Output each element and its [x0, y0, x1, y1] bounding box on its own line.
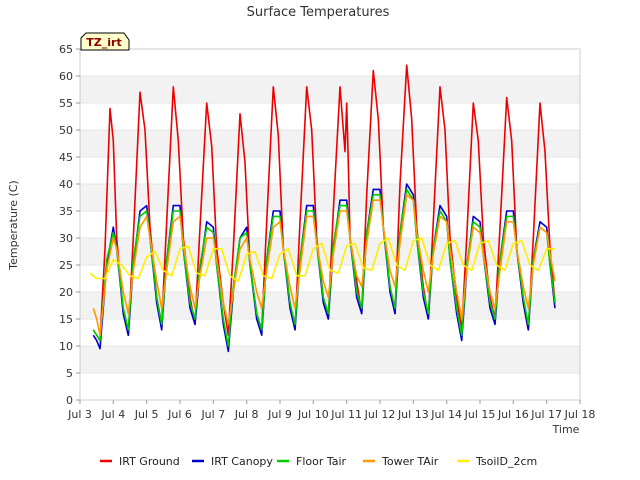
grid-band — [80, 76, 580, 103]
station-tag-box — [80, 32, 130, 51]
y-tick-label: 40 — [59, 178, 73, 191]
x-tick-label: Jul 3 — [67, 408, 92, 421]
y-tick-label: 0 — [66, 394, 73, 407]
legend-label-irt-canopy: IRT Canopy — [211, 455, 273, 468]
legend-label-floor-tair: Floor Tair — [296, 455, 347, 468]
plot-frame — [79, 48, 581, 401]
legend-label-tower-tair: Tower TAir — [381, 455, 439, 468]
x-tick-label: Jul 18 — [564, 408, 596, 421]
grid-band — [80, 319, 580, 346]
grid-band — [80, 373, 580, 400]
x-tick-label: Jul 14 — [430, 408, 462, 421]
y-tick-label: 10 — [59, 340, 73, 353]
x-tick-label: Jul 13 — [397, 408, 429, 421]
x-tick-label: Jul 8 — [234, 408, 259, 421]
y-tick-label: 30 — [59, 232, 73, 245]
x-tick-label: Jul 9 — [267, 408, 292, 421]
y-tick-label: 65 — [59, 43, 73, 56]
grid-band — [80, 130, 580, 157]
grid-band — [80, 49, 580, 76]
y-axis-ticks: 0 5 10 15 20 25 30 35 40 45 50 55 60 65 — [59, 43, 80, 407]
series-line-tsoild-2cm — [89, 237, 555, 282]
x-tick-label: Jul 6 — [167, 408, 192, 421]
x-axis-label: Time — [552, 423, 580, 436]
series-line-floor-tair — [92, 188, 556, 347]
legend: IRT Ground IRT Canopy Floor Tair Tower TAir… — [100, 455, 537, 468]
x-tick-label: Jul 7 — [200, 408, 225, 421]
y-tick-label: 5 — [66, 367, 73, 380]
x-axis-ticks: Jul 3 Jul 4 Jul 5 Jul 6 Jul 7 Jul 8 Jul 9 Jul 1… — [67, 400, 595, 421]
x-tick-label: Jul 15 — [464, 408, 496, 421]
grid-band — [80, 184, 580, 211]
y-tick-label: 25 — [59, 259, 73, 272]
y-axis-label: Temperature (C) — [7, 180, 20, 270]
station-tag: TZ_irt — [80, 32, 130, 51]
y-tick-label: 15 — [59, 313, 73, 326]
x-tick-label: Jul 4 — [100, 408, 125, 421]
grid-band — [80, 238, 580, 265]
y-tick-label: 35 — [59, 205, 73, 218]
x-tick-label: Jul 12 — [364, 408, 396, 421]
x-tick-label: Jul 11 — [330, 408, 362, 421]
series-line-tower-tair — [92, 194, 556, 336]
series-layer — [89, 64, 556, 353]
grid-band — [80, 211, 580, 238]
legend-label-irt-ground: IRT Ground — [119, 455, 180, 468]
x-tick-label: Jul 5 — [134, 408, 159, 421]
grid-band — [80, 157, 580, 184]
station-tag-label: TZ_irt — [86, 36, 121, 49]
x-tick-label: Jul 17 — [530, 408, 562, 421]
grid-band — [80, 346, 580, 373]
legend-label-tsoild-2cm: TsoilD_2cm — [475, 455, 537, 468]
y-tick-label: 55 — [59, 97, 73, 110]
chart-title: Surface Temperatures — [247, 5, 390, 20]
y-tick-label: 60 — [59, 70, 73, 83]
x-tick-label: Jul 10 — [297, 408, 329, 421]
y-tick-label: 50 — [59, 124, 73, 137]
y-tick-label: 20 — [59, 286, 73, 299]
grid-band — [80, 103, 580, 130]
x-tick-label: Jul 16 — [497, 408, 529, 421]
y-tick-label: 45 — [59, 151, 73, 164]
